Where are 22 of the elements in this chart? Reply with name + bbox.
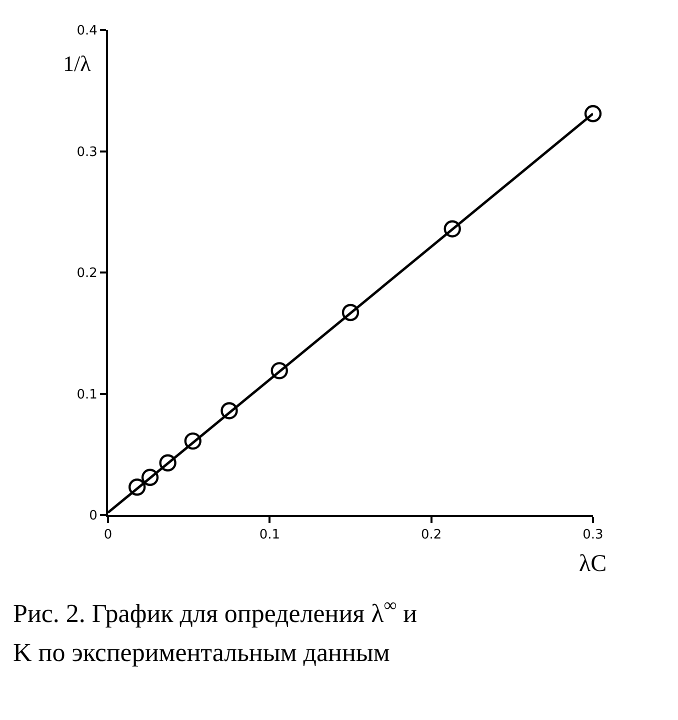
point — [584, 105, 602, 122]
point — [128, 478, 146, 496]
point — [184, 432, 202, 450]
x-tick-label: 0.1 — [259, 528, 280, 543]
y-tick-label: 0.3 — [76, 144, 98, 160]
x-tick-label: 0.2 — [420, 528, 442, 543]
y-tick-label: 0.2 — [76, 266, 98, 282]
point — [444, 220, 461, 238]
text: Рис. 2. График для определения λ$^{∞}$ и — [13, 595, 418, 628]
point — [270, 362, 288, 380]
y-tick-label: 0.4 — [76, 24, 98, 39]
x-axis-title: λC — [579, 551, 607, 577]
y-axis-title: 1/λ — [63, 51, 92, 76]
y-tick-label: 0.1 — [76, 387, 98, 402]
point — [342, 304, 360, 322]
point — [220, 402, 238, 420]
x-tick-label: 0.3 — [582, 528, 604, 543]
text: K по экспериментальным данным — [13, 638, 390, 667]
point — [159, 454, 176, 472]
y-tick-label: 0 — [89, 508, 98, 524]
point — [141, 468, 159, 486]
x-tick-label: 0 — [104, 528, 112, 543]
